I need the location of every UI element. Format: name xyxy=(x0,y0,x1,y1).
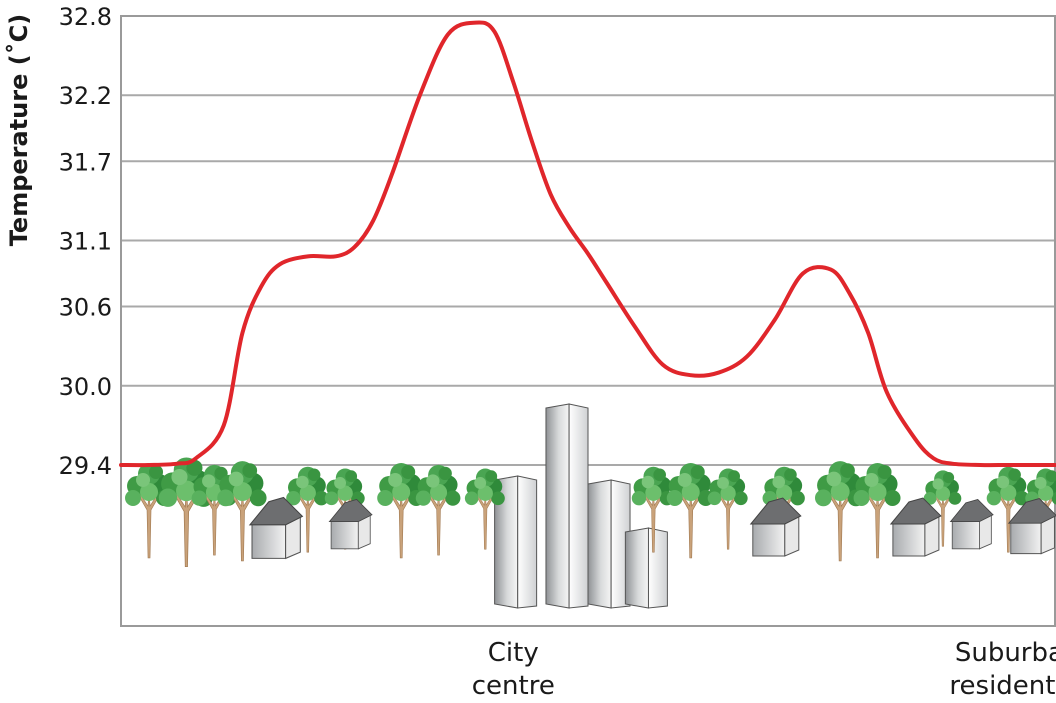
y-tick-label: 30.0 xyxy=(59,373,112,401)
temperature-series-line xyxy=(119,20,1056,468)
house-icon xyxy=(248,496,304,560)
tree-icon xyxy=(707,468,748,550)
y-tick-label: 30.6 xyxy=(59,294,112,322)
x-category-label: residential xyxy=(949,671,1056,701)
tree-icon xyxy=(217,461,267,562)
building-icon xyxy=(587,479,631,609)
y-axis-label: Temperature (˚C) xyxy=(5,14,33,247)
building-icon xyxy=(494,475,538,609)
x-category-label: Suburban xyxy=(955,638,1056,668)
tree-icon xyxy=(666,463,714,559)
plot-frame xyxy=(120,15,1056,627)
tree-icon xyxy=(853,463,901,559)
tree-icon xyxy=(377,463,425,559)
tree-icon xyxy=(324,468,365,550)
x-category-label: City xyxy=(488,638,539,668)
tree-icon xyxy=(415,464,461,556)
tree-icon xyxy=(464,468,505,550)
city-suburb-illustration xyxy=(125,403,1056,609)
house-icon xyxy=(749,497,802,557)
building-icon xyxy=(624,527,668,609)
y-tick-label: 31.7 xyxy=(59,148,112,176)
y-tick-label: 29.4 xyxy=(59,452,112,480)
house-icon xyxy=(328,499,373,550)
y-tick-label: 32.2 xyxy=(59,82,112,110)
house-icon xyxy=(1007,497,1056,555)
house-icon xyxy=(889,497,942,557)
tree-icon xyxy=(814,461,865,562)
house-icon xyxy=(949,499,994,550)
y-tick-label: 31.1 xyxy=(59,228,112,256)
tree-icon xyxy=(286,466,329,553)
y-tick-label: 32.8 xyxy=(59,3,112,31)
building-icon xyxy=(545,403,589,609)
tree-icon xyxy=(986,466,1029,553)
x-category-label: centre xyxy=(472,671,555,701)
